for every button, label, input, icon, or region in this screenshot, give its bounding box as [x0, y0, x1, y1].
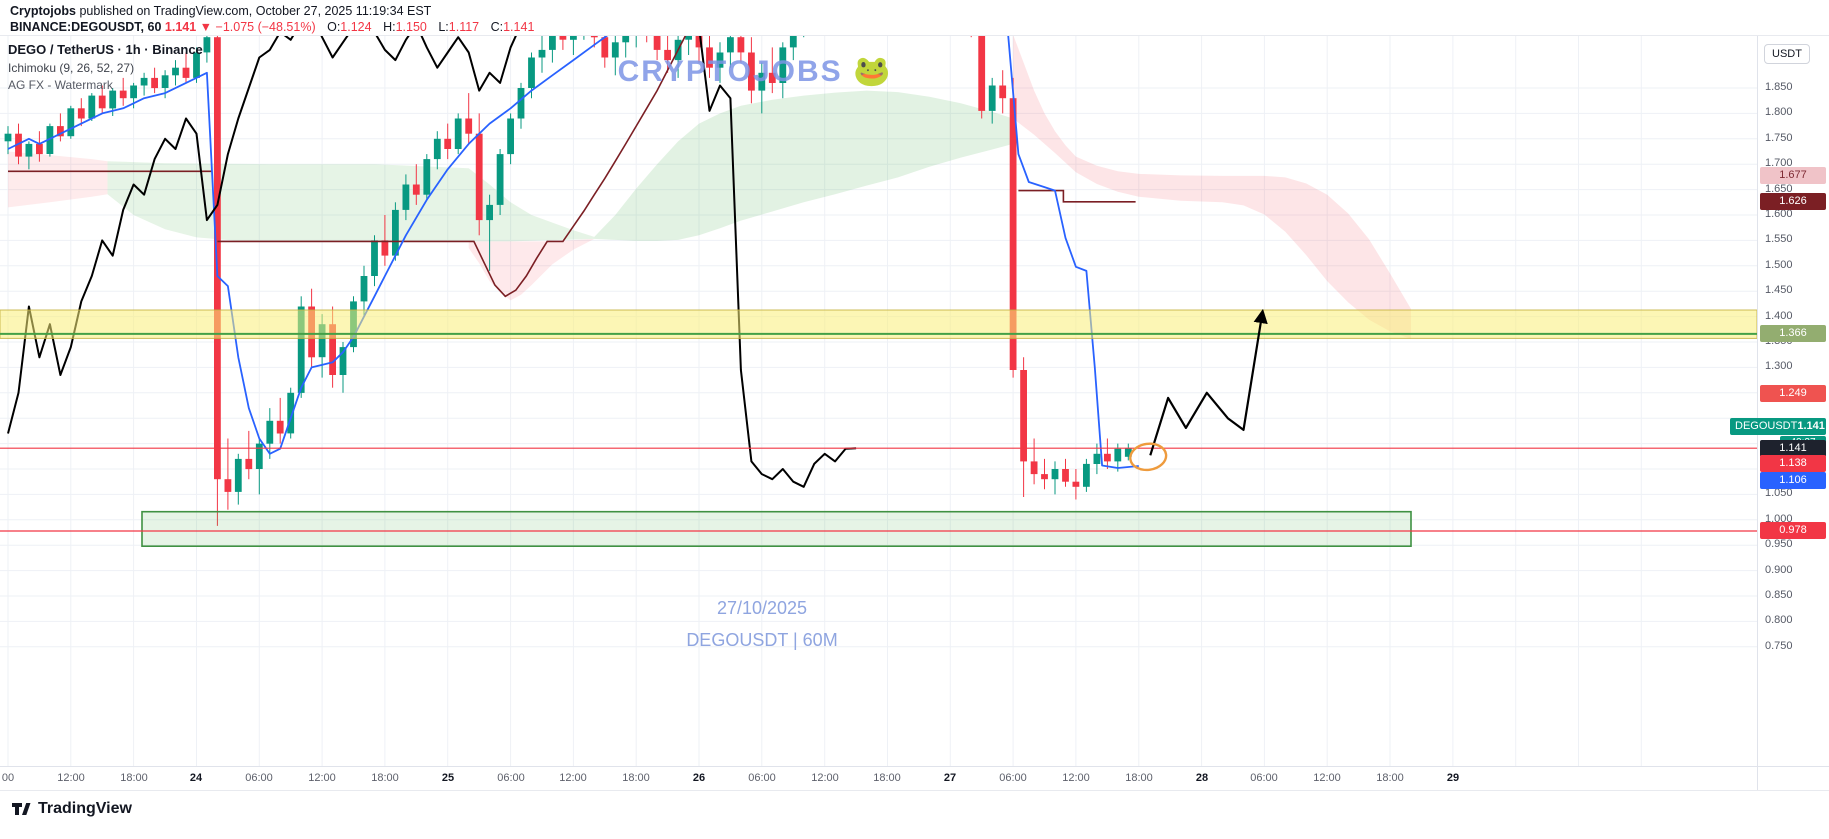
price-tick-label: 1.650 [1765, 183, 1793, 195]
drawings-layer [0, 308, 1757, 548]
price-level-badge: 1.138 [1760, 455, 1826, 472]
highlight-circle-drawing [1129, 442, 1168, 472]
price-tick-label: 1.850 [1765, 81, 1793, 93]
chart-canvas[interactable]: DEGO / TetherUS · 1h · Binance Ichimoku … [0, 36, 1757, 766]
price-tick-label: 0.850 [1765, 589, 1793, 601]
center-watermark: CRYPTOJOBS 🐸 [617, 55, 893, 88]
time-tick-label: 06:00 [999, 772, 1027, 784]
footer-bar: TradingView [0, 790, 1829, 839]
time-tick-day-label: 28 [1195, 772, 1209, 784]
time-tick-label: 18:00 [622, 772, 650, 784]
time-tick-label: 00 [1, 772, 15, 784]
price-tick-label: 0.900 [1765, 564, 1793, 576]
price-tick-label: 1.750 [1765, 132, 1793, 144]
time-tick-label: 18:00 [1376, 772, 1404, 784]
time-tick-day-label: 26 [692, 772, 706, 784]
price-tick-label: 1.500 [1765, 259, 1793, 271]
symbol-interval: BINANCE:DEGOUSDT, 60 [10, 20, 162, 34]
publisher-name: Cryptojobs [10, 4, 76, 18]
open-value: 1.124 [340, 20, 372, 34]
publisher-line: Cryptojobs published on TradingView.com,… [10, 4, 431, 18]
tradingview-logo-link[interactable]: TradingView [10, 798, 132, 820]
price-tick-label: 0.800 [1765, 614, 1793, 626]
open-label: O: [327, 20, 341, 34]
price-tick-label: 1.700 [1765, 157, 1793, 169]
time-tick-label: 12:00 [559, 772, 587, 784]
time-tick-label: 18:00 [873, 772, 901, 784]
axis-corner [1757, 766, 1829, 790]
time-tick-label: 06:00 [1250, 772, 1278, 784]
chikou-span-line [7, 36, 857, 488]
candles-layer [4, 36, 1132, 526]
high-label: H: [383, 20, 396, 34]
demand-zone-box [141, 510, 1412, 548]
time-tick-label: 18:00 [1125, 772, 1153, 784]
price-tick-label: 1.300 [1765, 360, 1793, 372]
price-tick-label: 1.050 [1765, 487, 1793, 499]
tradingview-logo-icon [12, 803, 31, 815]
last-price: 1.141 [164, 20, 197, 34]
time-tick-label: 06:00 [245, 772, 273, 784]
projection-arrow-drawing [1149, 308, 1268, 456]
symbol-ohlc-line: BINANCE:DEGOUSDT, 60 1.141 ▼ −1.075 (−48… [10, 20, 534, 34]
time-tick-label: 06:00 [497, 772, 525, 784]
price-level-badge: 1.366 [1760, 325, 1826, 342]
price-tick-label: 1.800 [1765, 106, 1793, 118]
tradingview-brand-text: TradingView [38, 800, 132, 817]
change-arrow-icon: ▼ [199, 20, 213, 34]
price-pane[interactable] [0, 36, 1757, 766]
time-tick-day-label: 27 [943, 772, 957, 784]
price-tick-label: 1.550 [1765, 233, 1793, 245]
time-tick-label: 12:00 [1062, 772, 1090, 784]
time-tick-day-label: 29 [1446, 772, 1460, 784]
time-tick-label: 12:00 [811, 772, 839, 784]
time-tick-label: 18:00 [120, 772, 148, 784]
published-text: published on TradingView.com, October 27… [75, 4, 432, 18]
time-tick-day-label: 24 [189, 772, 203, 784]
time-tick-day-label: 25 [441, 772, 455, 784]
ichimoku-lines-layer [7, 36, 1139, 488]
close-label: C: [490, 20, 504, 34]
time-tick-label: 12:00 [1313, 772, 1341, 784]
price-level-badge: 1.141 [1760, 440, 1826, 457]
time-axis[interactable]: 00 12:00 18:00 24 06:00 12:00 18:00 25 06:00 12:0… [0, 766, 1757, 790]
low-value: 1.117 [448, 20, 480, 34]
ichimoku-cloud-layer [8, 36, 1411, 339]
price-tick-label: 1.450 [1765, 284, 1793, 296]
watermark-symbol: DEGOUSDT | 60M [686, 630, 838, 650]
price-tick-label: 1.600 [1765, 208, 1793, 220]
time-tick-label: 06:00 [748, 772, 776, 784]
price-level-badge: 1.249 [1760, 385, 1826, 402]
currency-toggle-button[interactable]: USDT [1764, 44, 1810, 64]
price-level-badge: 1.677 [1760, 167, 1826, 184]
price-tick-label: 0.950 [1765, 538, 1793, 550]
price-tick-label: 1.400 [1765, 310, 1793, 322]
bottom-watermark: 27/10/2025 DEGOUSDT | 60M [686, 598, 837, 651]
published-header: Cryptojobs published on TradingView.com,… [0, 0, 1829, 36]
low-label: L: [438, 20, 449, 34]
watermark-date: 27/10/2025 [716, 598, 808, 618]
price-level-badge: 1.626 [1760, 193, 1826, 210]
badge-price-value: 1.141 [1797, 420, 1825, 432]
time-tick-label: 12:00 [57, 772, 85, 784]
badge-symbol-label: DEGOUSDT [1735, 420, 1798, 432]
price-tick-label: 0.750 [1765, 640, 1793, 652]
price-axis[interactable]: USDT 1.850 1.800 1.750 1.700 1.650 1.600 1.550… [1730, 36, 1829, 766]
time-tick-label: 18:00 [371, 772, 399, 784]
time-tick-label: 12:00 [308, 772, 336, 784]
price-level-badge: 1.106 [1760, 472, 1826, 489]
high-value: 1.150 [395, 20, 427, 34]
price-level-badge: 0.978 [1760, 522, 1826, 539]
change-value: −1.075 (−48.51%) [215, 20, 316, 34]
close-value: 1.141 [503, 20, 535, 34]
